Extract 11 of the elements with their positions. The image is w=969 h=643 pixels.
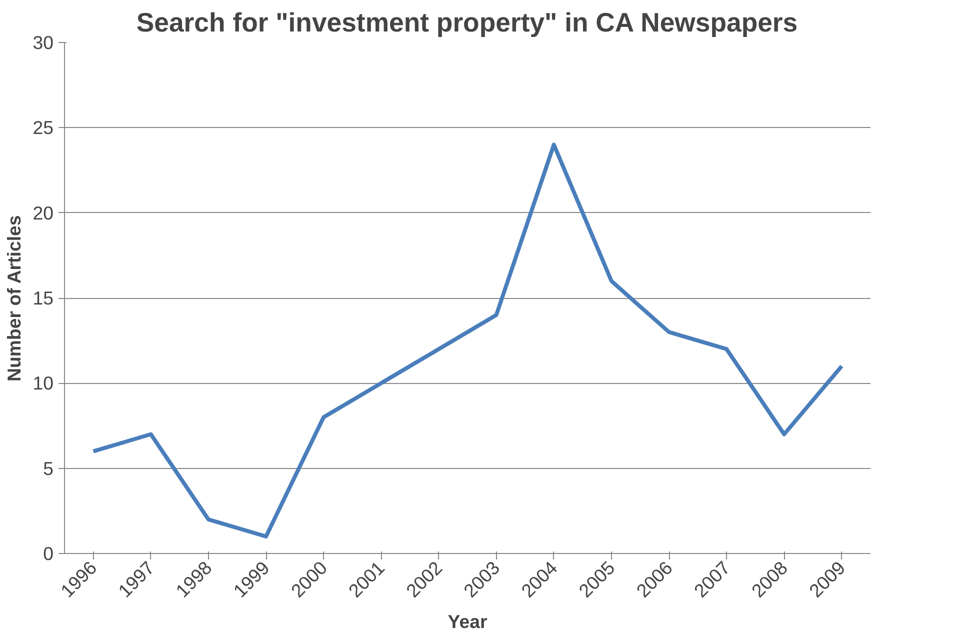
y-tick-label: 10 xyxy=(32,372,54,394)
y-tick-label: 30 xyxy=(32,32,54,53)
y-tick-label: 15 xyxy=(32,288,54,308)
y-tick-label: 0 xyxy=(43,543,54,564)
line-series xyxy=(91,142,844,538)
y-axis-title: Number of Articles xyxy=(4,215,25,382)
y-tick-label: 20 xyxy=(32,202,54,224)
y-tick-label: 5 xyxy=(43,458,54,479)
x-axis-title: Year xyxy=(448,611,488,632)
chart-title: Search for "investment property" in CA Newspapers xyxy=(136,8,798,38)
y-tick-label: 25 xyxy=(32,117,54,138)
